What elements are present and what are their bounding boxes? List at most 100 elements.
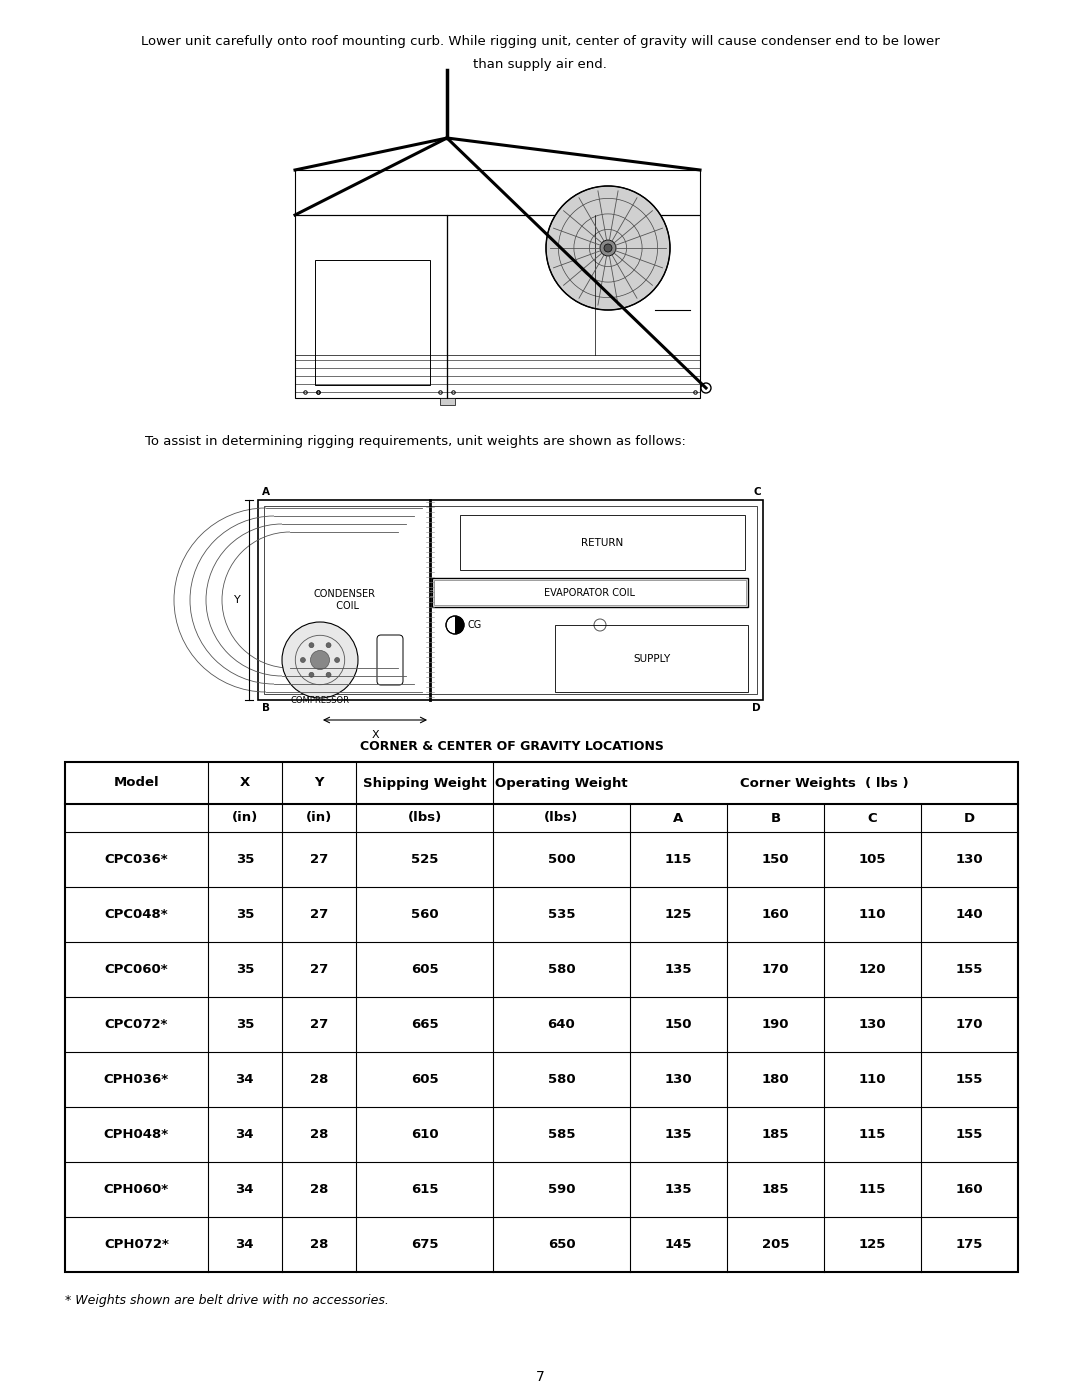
Circle shape [335,658,339,662]
Text: C: C [867,812,877,824]
Text: 27: 27 [310,854,328,866]
Text: RETURN: RETURN [581,538,623,548]
Text: 615: 615 [410,1183,438,1196]
Text: 160: 160 [956,1183,983,1196]
Text: C: C [754,488,761,497]
Text: 120: 120 [859,963,887,977]
Text: (in): (in) [231,812,258,824]
Text: 560: 560 [410,908,438,921]
Circle shape [282,622,357,698]
Text: 500: 500 [548,854,576,866]
Text: 35: 35 [235,854,254,866]
Bar [440,398,455,405]
Text: Corner Weights  ( lbs ): Corner Weights ( lbs ) [740,777,908,789]
Text: 155: 155 [956,1127,983,1141]
Text: 185: 185 [761,1183,789,1196]
Text: 585: 585 [548,1127,576,1141]
Text: 190: 190 [761,1018,789,1031]
Text: 140: 140 [956,908,983,921]
Text: 590: 590 [548,1183,576,1196]
Text: 7: 7 [536,1370,544,1384]
Text: 105: 105 [859,854,887,866]
Text: (in): (in) [306,812,332,824]
Text: A: A [262,488,270,497]
Text: A: A [673,812,684,824]
Text: 185: 185 [761,1127,789,1141]
Text: 155: 155 [956,1073,983,1085]
Text: 580: 580 [548,963,576,977]
Text: B: B [262,703,270,712]
Text: 130: 130 [956,854,983,866]
Text: 135: 135 [664,1183,692,1196]
Text: CPC060*: CPC060* [105,963,168,977]
Text: 28: 28 [310,1127,328,1141]
Circle shape [309,672,314,678]
Text: 640: 640 [548,1018,576,1031]
Text: CONDENSER
  COIL: CONDENSER COIL [313,590,375,610]
Text: 34: 34 [235,1073,254,1085]
Text: CPC048*: CPC048* [105,908,168,921]
Text: COMPRESSOR: COMPRESSOR [291,696,350,705]
Circle shape [326,672,332,678]
Circle shape [546,186,670,310]
Text: than supply air end.: than supply air end. [473,59,607,71]
Text: X: X [372,731,379,740]
Text: 125: 125 [665,908,692,921]
Text: 115: 115 [859,1127,887,1141]
Text: 665: 665 [410,1018,438,1031]
Text: CG: CG [467,620,482,630]
Text: Model: Model [113,777,159,789]
Text: (lbs): (lbs) [407,812,442,824]
Text: CPH048*: CPH048* [104,1127,168,1141]
Bar [65,761,1018,1273]
Wedge shape [455,616,464,634]
Text: CPC036*: CPC036* [105,854,168,866]
Circle shape [600,240,616,256]
Text: Y: Y [314,777,324,789]
Text: B: B [770,812,781,824]
Text: CPC072*: CPC072* [105,1018,168,1031]
Text: CPH072*: CPH072* [104,1238,168,1250]
Circle shape [309,643,314,648]
Text: 35: 35 [235,908,254,921]
Text: 110: 110 [859,908,887,921]
Text: 650: 650 [548,1238,576,1250]
Text: To assist in determining rigging requirements, unit weights are shown as follows: To assist in determining rigging require… [145,434,686,448]
Text: 160: 160 [761,908,789,921]
Text: Shipping Weight: Shipping Weight [363,777,486,789]
Text: 170: 170 [956,1018,983,1031]
Text: X: X [240,777,249,789]
Text: CPH036*: CPH036* [104,1073,168,1085]
Bar [258,500,762,700]
Text: 175: 175 [956,1238,983,1250]
Text: 28: 28 [310,1238,328,1250]
Text: 675: 675 [410,1238,438,1250]
Text: 35: 35 [235,1018,254,1031]
Text: 34: 34 [235,1183,254,1196]
Text: 28: 28 [310,1183,328,1196]
Text: 150: 150 [664,1018,692,1031]
Text: 580: 580 [548,1073,576,1085]
Text: 34: 34 [235,1238,254,1250]
Text: 205: 205 [761,1238,789,1250]
Bar [264,506,757,694]
Text: 605: 605 [410,1073,438,1085]
Text: 145: 145 [664,1238,692,1250]
Text: SUPPLY: SUPPLY [633,654,670,664]
Text: 125: 125 [859,1238,887,1250]
Circle shape [311,651,329,669]
Text: 155: 155 [956,963,983,977]
Text: 130: 130 [859,1018,887,1031]
Text: 34: 34 [235,1127,254,1141]
Text: EVAPORATOR COIL: EVAPORATOR COIL [544,588,635,598]
Text: 110: 110 [859,1073,887,1085]
Text: D: D [753,703,761,712]
Text: 130: 130 [664,1073,692,1085]
Circle shape [604,244,612,251]
Text: 115: 115 [665,854,692,866]
Text: 150: 150 [761,854,789,866]
Text: 170: 170 [761,963,789,977]
Bar [434,580,746,605]
Text: Y: Y [234,595,241,605]
Text: 28: 28 [310,1073,328,1085]
